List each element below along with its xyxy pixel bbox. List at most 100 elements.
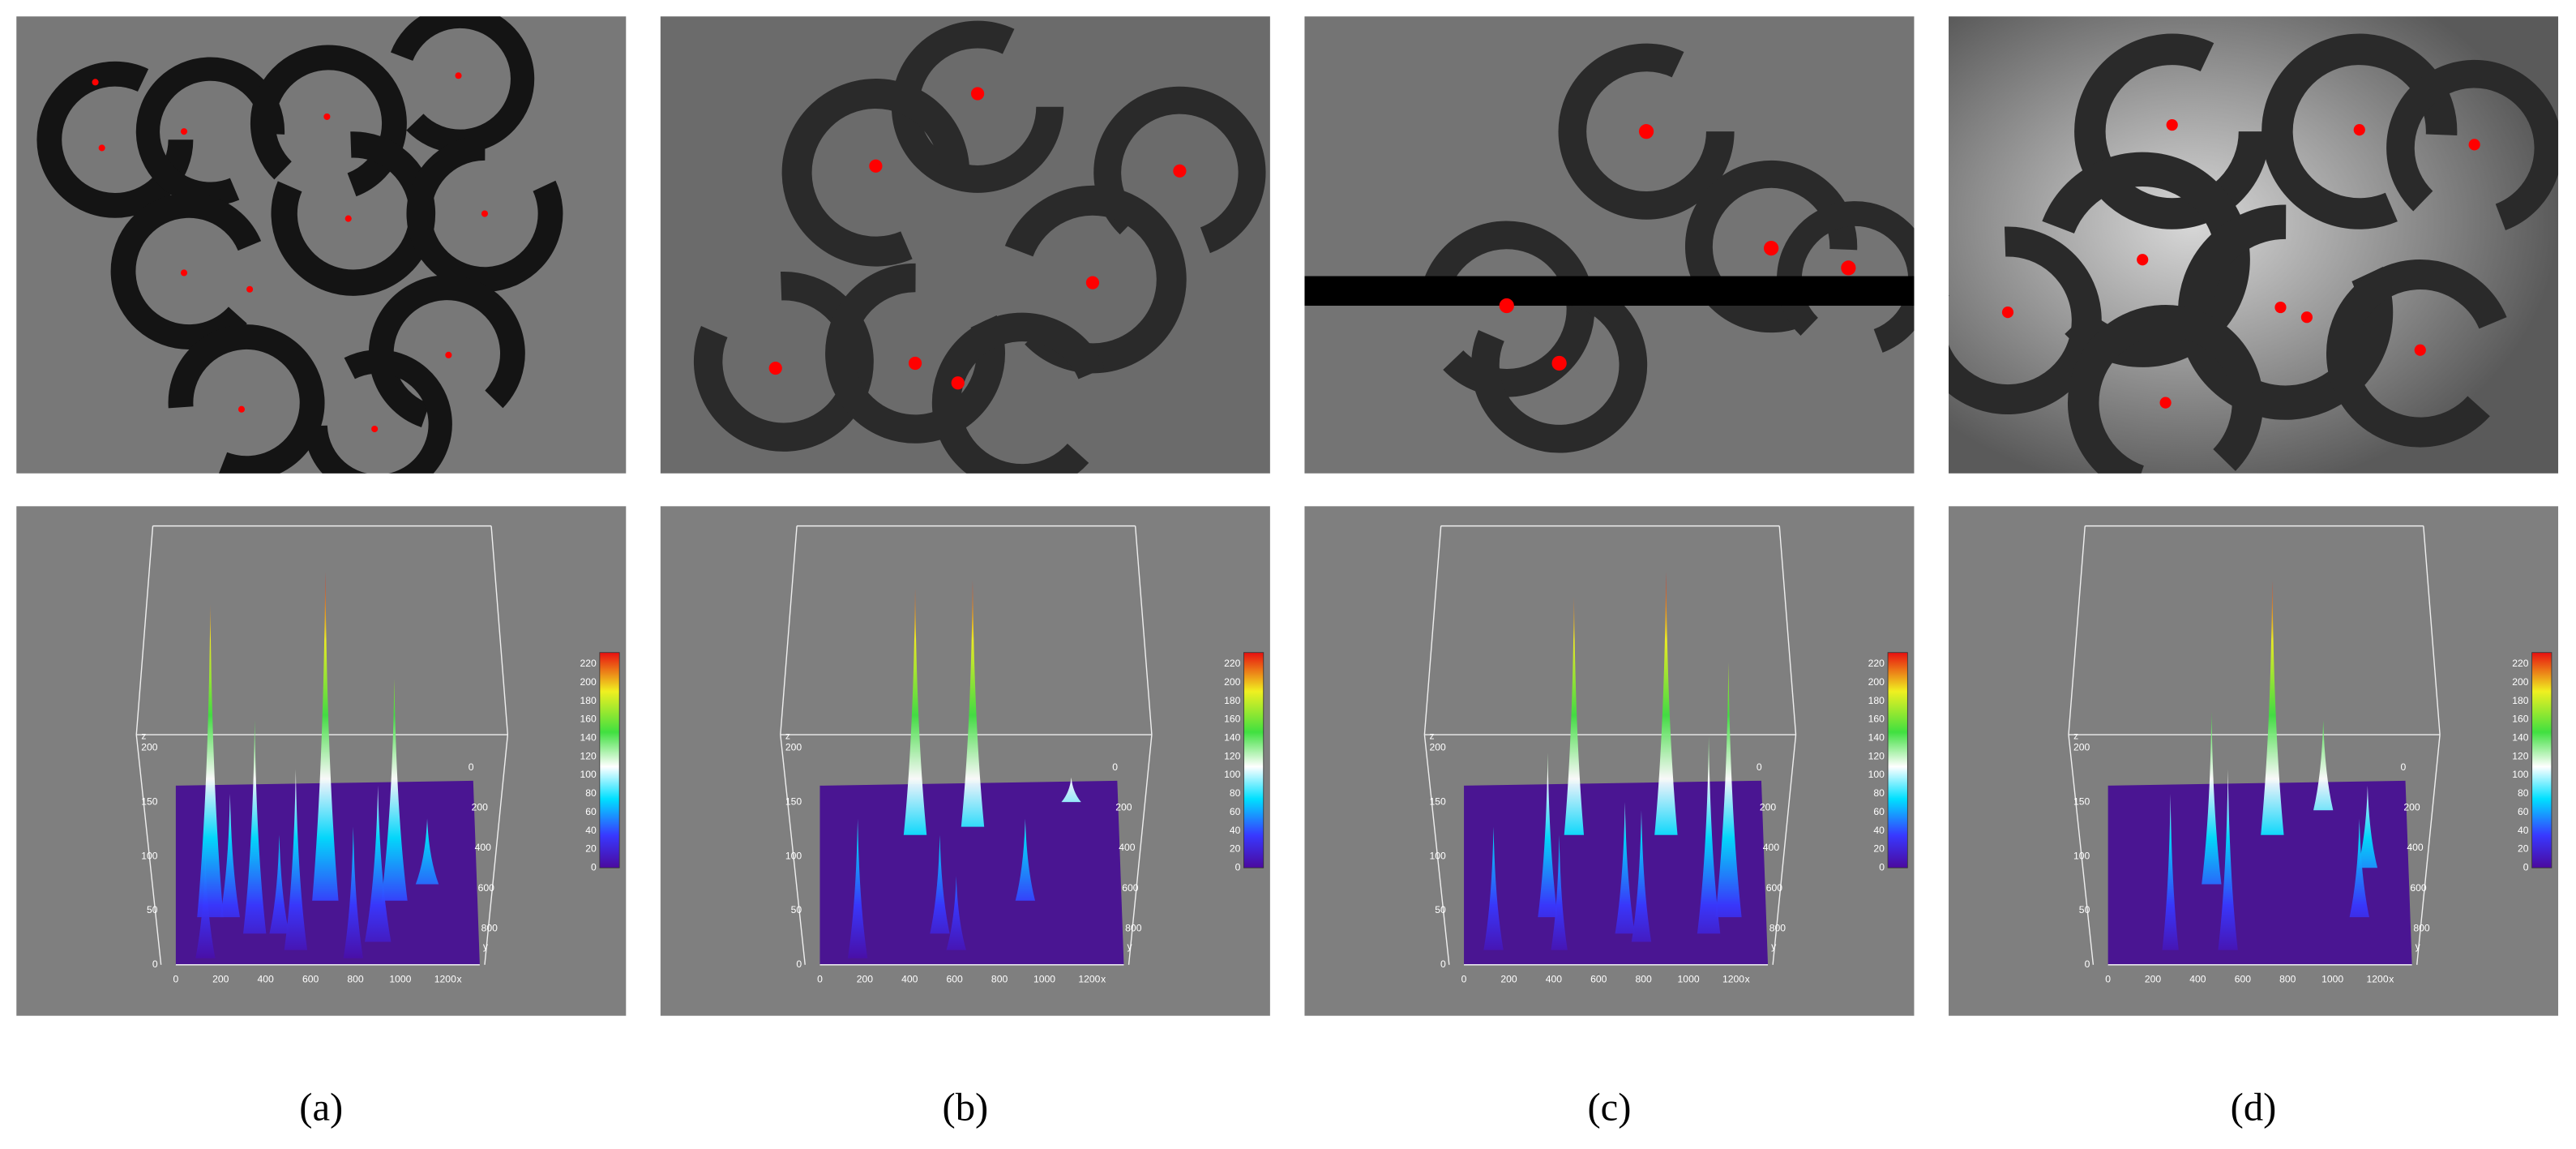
detected-center: [180, 128, 188, 135]
x-tick-label: 200: [2145, 973, 2162, 984]
detected-center: [1638, 124, 1654, 139]
photo-content: [1304, 43, 1915, 453]
detected-center: [2300, 311, 2313, 324]
colorbar-tick-label: 60: [585, 806, 597, 817]
box-edge: [1772, 734, 1797, 965]
z-tick-label: 200: [141, 742, 158, 753]
colorbar-tick-label: 200: [1868, 676, 1885, 688]
colorbar-tick-label: 40: [2518, 825, 2529, 836]
x-tick-label: 600: [947, 973, 964, 984]
colorbar-tick-label: 20: [2518, 843, 2529, 855]
y-tick-label: 200: [2403, 801, 2420, 812]
y-tick-label: 600: [1766, 882, 1783, 894]
surface-peak: [1615, 802, 1635, 934]
surface-peak: [903, 588, 927, 835]
x-tick-label: 400: [258, 973, 275, 984]
surface-peak: [1715, 662, 1742, 918]
clip-ring: [168, 324, 325, 474]
y-tick-label: 800: [1125, 922, 1142, 933]
z-tick-label: 0: [152, 958, 158, 970]
colorbar-tick-label: 120: [2512, 750, 2529, 761]
y-axis-label: y: [483, 941, 489, 952]
detected-center: [2166, 118, 2178, 131]
colorbar-tick-label: 60: [1873, 806, 1885, 817]
colorbar-tick-label: 200: [2512, 676, 2529, 688]
y-axis-label: y: [1771, 941, 1777, 952]
colorbar-tick-label: 120: [1868, 750, 1885, 761]
x-axis-label: x: [1745, 973, 1750, 984]
surface-peak: [1538, 752, 1558, 918]
box-edge: [490, 525, 509, 735]
x-tick-label: 600: [302, 973, 319, 984]
colorbar-tick-label: 100: [1224, 769, 1241, 780]
surface-peak: [197, 604, 224, 918]
detected-center: [2137, 254, 2149, 266]
clip-ring: [931, 312, 1112, 474]
z-tick-label: 0: [796, 958, 802, 970]
detected-center: [2353, 124, 2365, 136]
y-tick-label: 800: [1769, 922, 1787, 933]
z-tick-label: 100: [2073, 850, 2090, 861]
surface-peak: [220, 794, 240, 918]
surface-peak: [343, 826, 363, 958]
clip-ring: [2067, 305, 2264, 474]
surface-peak: [242, 719, 267, 934]
detected-center: [455, 72, 462, 79]
box-edge: [2068, 525, 2086, 735]
detected-center: [970, 87, 985, 101]
surface-peak: [847, 818, 868, 958]
colorbar-tick-label: 140: [580, 732, 597, 744]
detected-center: [98, 144, 105, 152]
y-tick-label: 800: [481, 922, 499, 933]
colorbar-tick-label: 160: [1868, 714, 1885, 725]
y-tick-label: 600: [1122, 882, 1139, 894]
x-tick-label: 800: [347, 973, 364, 984]
colorbar-tick-label: 200: [580, 676, 597, 688]
detected-center: [246, 285, 254, 293]
detected-center: [2159, 397, 2172, 409]
x-tick-label: 200: [857, 973, 874, 984]
colorbar: [1243, 652, 1264, 868]
z-tick-label: 100: [785, 850, 802, 861]
box-edge: [2068, 734, 2095, 965]
surface-peak: [2202, 711, 2222, 885]
colorbar: [2531, 652, 2552, 868]
z-tick-label: 50: [1435, 904, 1446, 915]
surface-peak: [1015, 818, 1036, 901]
colorbar-tick-label: 160: [1224, 714, 1241, 725]
box-edge: [2423, 525, 2441, 735]
colorbar-tick-label: 140: [2512, 732, 2529, 744]
colorbar-tick-label: 160: [2512, 714, 2529, 725]
panel-label: (c): [1587, 1085, 1631, 1129]
colorbar-tick-label: 80: [1230, 787, 1241, 799]
surface-peak: [381, 679, 408, 901]
x-tick-label: 400: [1546, 973, 1563, 984]
z-tick-label: 100: [1429, 850, 1446, 861]
x-tick-label: 1000: [1033, 973, 1055, 984]
x-tick-label: 1200: [434, 973, 456, 984]
z-axis-label: z: [1429, 730, 1434, 741]
surface-peak: [961, 580, 985, 827]
x-tick-label: 0: [1461, 973, 1467, 984]
surface-peak: [946, 876, 966, 950]
surface-peak: [1631, 810, 1652, 942]
y-tick-label: 800: [2413, 922, 2430, 933]
z-tick-label: 150: [785, 795, 802, 807]
box-edge: [135, 525, 154, 735]
x-tick-label: 600: [2235, 973, 2252, 984]
box-edge: [1128, 734, 1153, 965]
x-tick-label: 1200: [1078, 973, 1100, 984]
y-tick-label: 0: [1112, 761, 1118, 773]
colorbar-tick-label: 80: [2518, 787, 2529, 799]
detected-center: [1173, 164, 1187, 178]
colorbar-tick-label: 180: [2512, 695, 2529, 706]
z-tick-label: 50: [2079, 904, 2090, 915]
detected-center: [1841, 260, 1856, 276]
colorbar-tick-label: 60: [2518, 806, 2529, 817]
detected-center: [371, 425, 379, 433]
